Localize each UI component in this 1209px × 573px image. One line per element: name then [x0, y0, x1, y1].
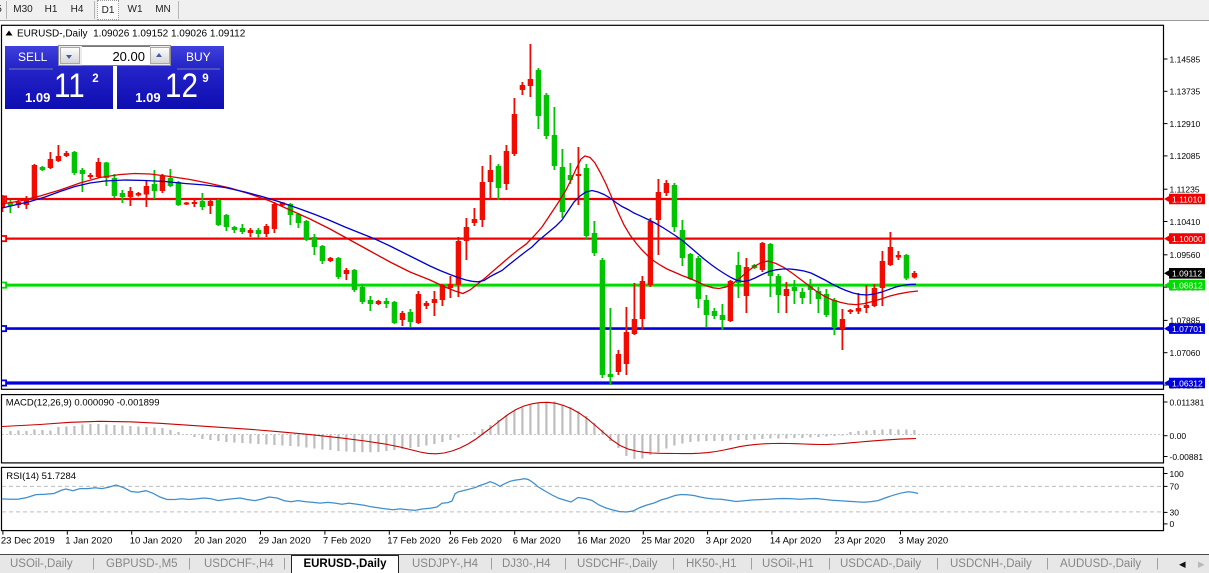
svg-text:0.011381: 0.011381 [1170, 397, 1205, 407]
svg-text:26 Feb 2020: 26 Feb 2020 [448, 536, 501, 547]
svg-text:3 May 2020: 3 May 2020 [899, 536, 949, 547]
svg-text:70: 70 [1170, 482, 1180, 492]
svg-text:23 Apr 2020: 23 Apr 2020 [834, 536, 885, 547]
svg-text:1.06312: 1.06312 [1172, 378, 1203, 388]
svg-text:10 Jan 2020: 10 Jan 2020 [130, 536, 182, 547]
svg-text:7 Feb 2020: 7 Feb 2020 [323, 536, 371, 547]
svg-text:1.11235: 1.11235 [1170, 185, 1200, 195]
svg-text:14 Apr 2020: 14 Apr 2020 [770, 536, 821, 547]
svg-text:3 Apr 2020: 3 Apr 2020 [706, 536, 752, 547]
svg-text:MACD(12,26,9) 0.000090 -0.0018: MACD(12,26,9) 0.000090 -0.001899 [6, 398, 160, 409]
svg-text:16 Mar 2020: 16 Mar 2020 [577, 536, 630, 547]
svg-text:1.10000: 1.10000 [1172, 234, 1203, 244]
svg-text:1 Jan 2020: 1 Jan 2020 [65, 536, 112, 547]
svg-text:1.07060: 1.07060 [1170, 348, 1201, 358]
svg-text:1.08812: 1.08812 [1172, 281, 1203, 291]
svg-text:30: 30 [1170, 508, 1180, 518]
svg-text:0.00: 0.00 [1170, 431, 1187, 441]
svg-text:1.07701: 1.07701 [1172, 324, 1203, 334]
svg-text:1.09560: 1.09560 [1170, 250, 1201, 260]
svg-text:1.09112: 1.09112 [1172, 269, 1202, 279]
svg-text:0: 0 [1170, 519, 1175, 529]
svg-text:1.14585: 1.14585 [1170, 54, 1201, 64]
svg-text:1.12085: 1.12085 [1170, 151, 1201, 161]
svg-text:17 Feb 2020: 17 Feb 2020 [387, 536, 440, 547]
svg-text:1.11010: 1.11010 [1172, 194, 1202, 204]
svg-text:-0.00881: -0.00881 [1170, 452, 1204, 462]
svg-text:100: 100 [1170, 469, 1184, 479]
svg-text:1.12910: 1.12910 [1170, 119, 1201, 129]
svg-text:20 Jan 2020: 20 Jan 2020 [194, 536, 246, 547]
svg-text:EURUSD-,Daily 1.09026 1.09152: EURUSD-,Daily 1.09026 1.09152 1.09026 1.… [17, 29, 246, 40]
svg-text:6 Mar 2020: 6 Mar 2020 [513, 536, 561, 547]
svg-text:29 Jan 2020: 29 Jan 2020 [259, 536, 311, 547]
svg-text:1.07885: 1.07885 [1170, 316, 1201, 326]
svg-text:1.13735: 1.13735 [1170, 87, 1201, 97]
svg-text:23 Dec 2019: 23 Dec 2019 [1, 536, 55, 547]
svg-text:1.10410: 1.10410 [1170, 217, 1201, 227]
svg-text:RSI(14) 51.7284: RSI(14) 51.7284 [6, 471, 76, 482]
svg-text:25 Mar 2020: 25 Mar 2020 [641, 536, 694, 547]
